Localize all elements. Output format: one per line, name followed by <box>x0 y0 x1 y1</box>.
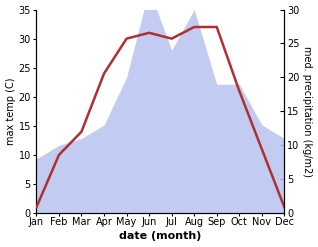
Y-axis label: max temp (C): max temp (C) <box>5 78 16 145</box>
Y-axis label: med. precipitation (kg/m2): med. precipitation (kg/m2) <box>302 46 313 177</box>
X-axis label: date (month): date (month) <box>119 231 202 242</box>
